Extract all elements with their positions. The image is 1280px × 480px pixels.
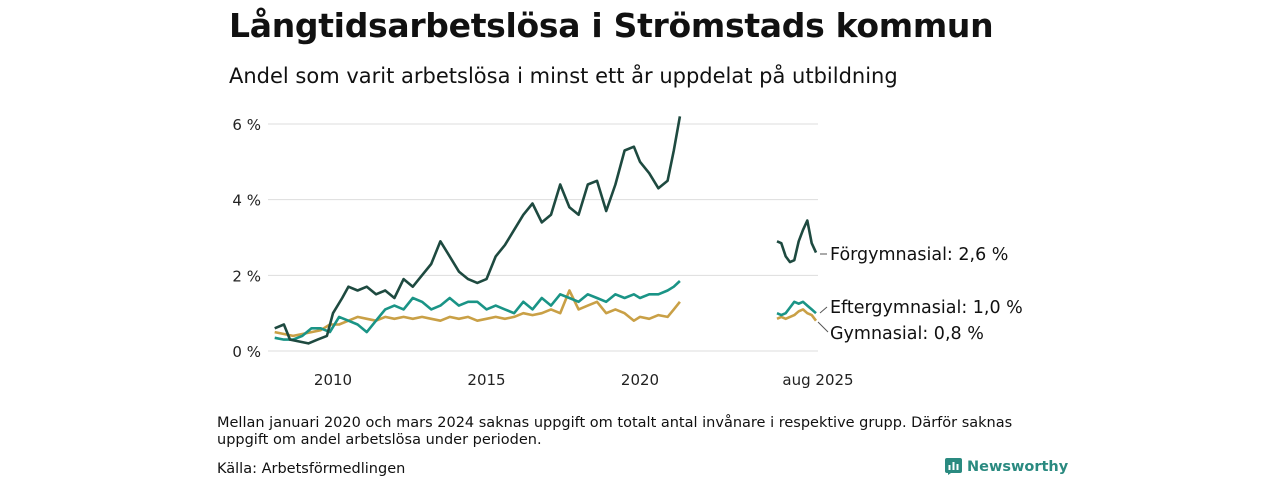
end-label-gymnasial: Gymnasial: 0,8 % [830, 324, 984, 344]
series-line-recent-gymnasial [776, 308, 818, 322]
label-leader-eftergymnasial [819, 306, 828, 314]
x-tick-label: 2010 [314, 371, 352, 389]
y-tick-label: 0 % [232, 343, 261, 361]
x-tick-label: 2020 [621, 371, 659, 389]
source-text: Källa: Arbetsförmedlingen [217, 461, 406, 477]
chart-subtitle: Andel som varit arbetslösa i minst ett å… [229, 64, 898, 88]
series-line-recent-forgymnasial [776, 219, 818, 264]
x-tick-label-gap: aug 2025 [782, 371, 853, 389]
bar-chart-icon [945, 458, 962, 475]
footnote: Mellan januari 2020 och mars 2024 saknas… [217, 415, 1013, 448]
brand-name: Newsworthy [967, 458, 1069, 475]
end-label-forgymnasial: Förgymnasial: 2,6 % [830, 245, 1008, 265]
series-line-eftergymnasial [274, 280, 681, 341]
series-line-forgymnasial [274, 116, 682, 345]
y-tick-label: 2 % [232, 267, 261, 285]
y-tick-label: 6 % [232, 116, 261, 134]
brand-logo: Newsworthy [945, 458, 1068, 475]
series-line-gymnasial [274, 289, 681, 338]
series-line-recent-eftergymnasial [776, 300, 817, 317]
end-label-eftergymnasial: Eftergymnasial: 1,0 % [830, 298, 1023, 318]
y-tick-label: 4 % [232, 192, 261, 210]
chart-title: Långtidsarbetslösa i Strömstads kommun [229, 6, 994, 45]
label-leader-gymnasial [817, 321, 829, 333]
x-tick-label: 2015 [467, 371, 505, 389]
